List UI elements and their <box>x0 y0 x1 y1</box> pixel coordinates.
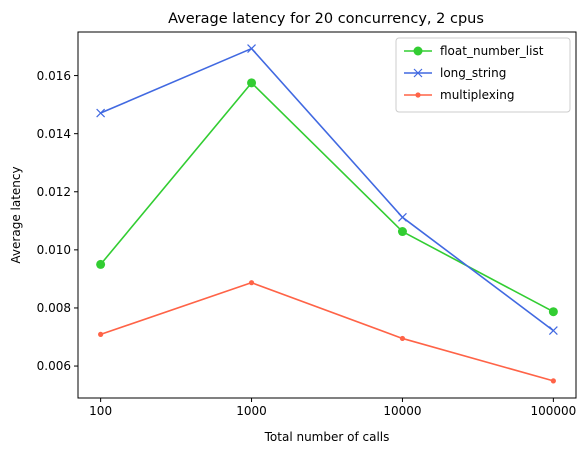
x-tick-label: 10000 <box>383 404 421 418</box>
legend-label-float-number-list: float_number_list <box>440 44 544 58</box>
series-line-long-string <box>100 47 554 332</box>
data-point-multiplexing <box>399 335 406 342</box>
data-point-float-number-list <box>96 259 106 269</box>
x-tick-label: 1000 <box>236 404 267 418</box>
y-tick-label: 0.014 <box>37 127 71 141</box>
legend-marker-multiplexing <box>415 92 421 98</box>
y-axis-ticks: 0.006 0.008 0.010 0.012 0.014 0.016 <box>37 69 78 373</box>
data-point-long-string <box>548 326 558 336</box>
y-tick-label: 0.010 <box>37 243 71 257</box>
data-point-float-number-list <box>247 78 257 88</box>
x-tick-label: 100 <box>89 404 112 418</box>
x-tick-label: 100000 <box>530 404 576 418</box>
series-line-float-number-list <box>100 82 554 313</box>
plot-marks <box>96 44 558 384</box>
y-axis-label: Average latency <box>9 166 23 263</box>
legend: float_number_list long_string multiplexing <box>395 37 571 113</box>
legend-marker-float-number-list <box>413 46 423 56</box>
series-line-multiplexing <box>100 281 554 382</box>
y-tick-label: 0.006 <box>37 359 71 373</box>
x-axis-ticks: 100 1000 10000 100000 <box>89 398 576 418</box>
chart-title: Average latency for 20 concurrency, 2 cp… <box>168 11 484 27</box>
y-tick-label: 0.012 <box>37 185 71 199</box>
legend-box <box>395 37 571 113</box>
legend-label-long-string: long_string <box>440 66 506 80</box>
data-point-float-number-list <box>397 227 407 237</box>
plot-frame <box>77 31 577 399</box>
data-point-float-number-list <box>548 307 558 317</box>
y-tick-label: 0.016 <box>37 69 71 83</box>
legend-marker-long-string <box>413 68 423 78</box>
y-tick-label: 0.008 <box>37 301 71 315</box>
data-point-long-string <box>247 44 256 53</box>
data-point-multiplexing <box>248 280 255 286</box>
data-point-long-string <box>398 212 407 222</box>
x-axis-label: Total number of calls <box>264 430 390 444</box>
data-point-multiplexing <box>98 331 104 337</box>
legend-label-multiplexing: multiplexing <box>440 88 514 102</box>
data-point-multiplexing <box>550 378 556 384</box>
data-point-long-string <box>96 108 106 118</box>
